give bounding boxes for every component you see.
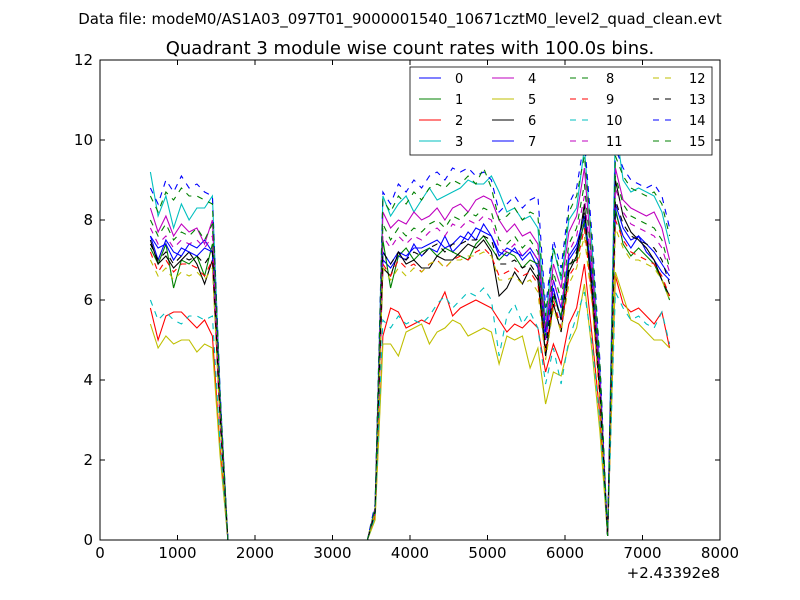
chart-suptitle: Data file: modeM0/AS1A03_097T01_90000015…: [78, 10, 722, 29]
legend-label-13: 13: [689, 93, 706, 108]
x-tick-label: 8000: [701, 544, 739, 562]
ticks-layer: 0 1000 2000 3000 4000 5000 6000 7000 80000246810…: [74, 51, 739, 562]
x-tick-label: 2000: [236, 544, 274, 562]
legend-label-9: 9: [606, 93, 614, 108]
y-tick-label: 8: [83, 211, 93, 229]
y-tick-label: 4: [83, 371, 93, 389]
y-tick-label: 12: [74, 51, 93, 69]
chart-title: Quadrant 3 module wise count rates with …: [166, 38, 655, 59]
y-tick-label: 10: [74, 131, 93, 149]
legend-box: [409, 66, 713, 156]
x-offset-label: +2.43392e8: [627, 564, 720, 582]
legend-label-5: 5: [528, 93, 536, 108]
series-line-12: [149, 227, 671, 541]
legend-label-12: 12: [689, 72, 706, 87]
legend-label-7: 7: [528, 135, 536, 150]
legend-label-0: 0: [455, 72, 463, 87]
series-line-8: [149, 175, 671, 541]
x-tick-label: 3000: [313, 544, 351, 562]
series-line-9: [149, 219, 671, 541]
legend-label-2: 2: [455, 114, 463, 129]
y-tick-label: 0: [83, 531, 93, 549]
legend-label-4: 4: [528, 72, 536, 87]
x-tick-label: 6000: [546, 544, 584, 562]
x-tick-label: 4000: [391, 544, 429, 562]
legend-label-3: 3: [455, 135, 463, 150]
x-tick-label: 1000: [158, 544, 196, 562]
legend-label-11: 11: [606, 135, 623, 150]
legend-label-8: 8: [606, 72, 614, 87]
x-tick-label: 0: [95, 544, 105, 562]
legend-label-10: 10: [606, 114, 623, 129]
y-tick-label: 6: [83, 291, 93, 309]
legend-label-14: 14: [689, 114, 706, 129]
legend-label-1: 1: [455, 93, 463, 108]
y-tick-label: 2: [83, 451, 93, 469]
legend-label-6: 6: [528, 114, 536, 129]
x-tick-label: 5000: [468, 544, 506, 562]
legend-label-15: 15: [689, 135, 706, 150]
x-tick-label: 7000: [623, 544, 661, 562]
